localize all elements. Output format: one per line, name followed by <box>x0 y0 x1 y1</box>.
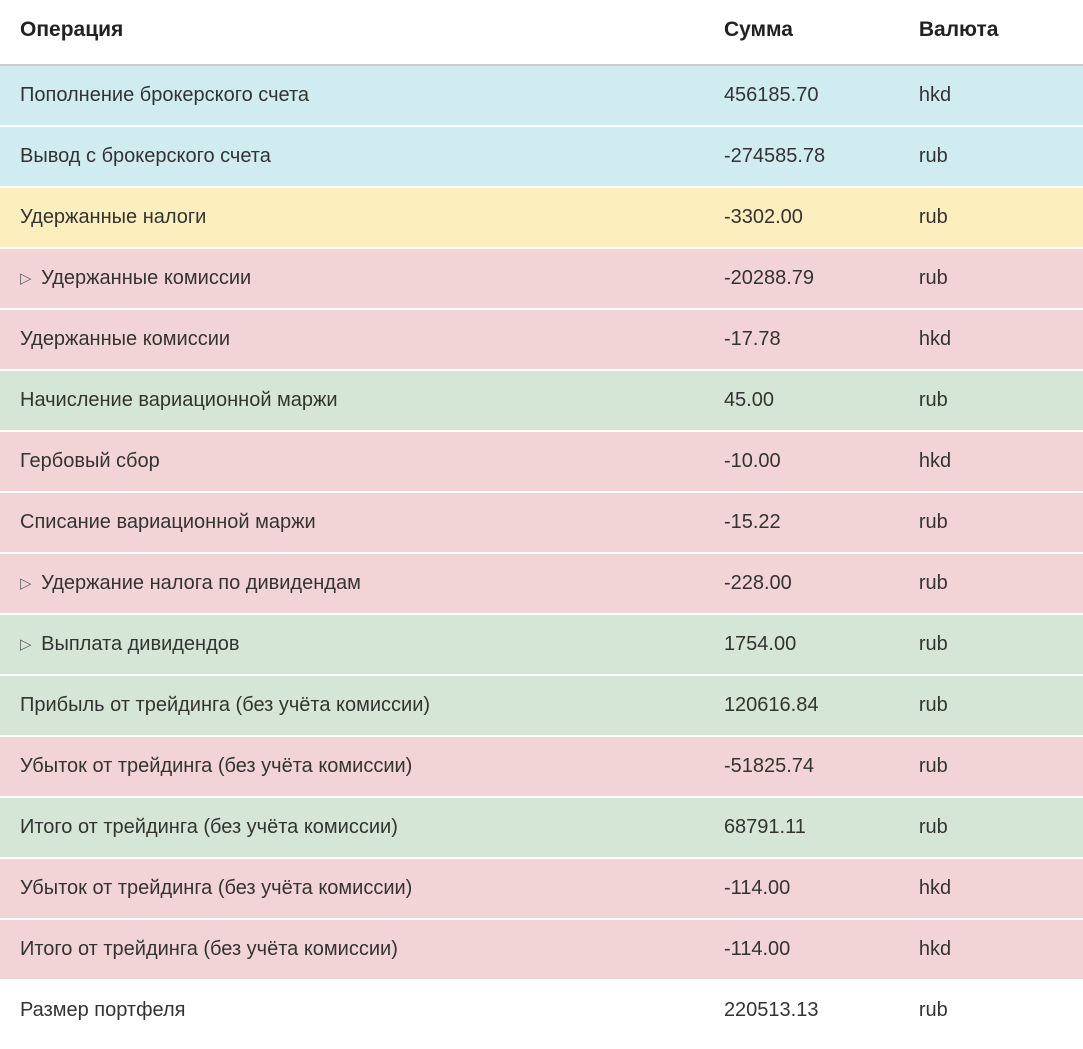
cell-operation: Удержанные налоги <box>0 187 704 248</box>
cell-currency: rub <box>899 492 1083 553</box>
cell-amount: 456185.70 <box>704 65 899 126</box>
table-row: Удержанные налоги -3302.00rub <box>0 187 1083 248</box>
operation-label: Удержание налога по дивидендам <box>41 572 361 594</box>
cell-amount: -274585.78 <box>704 126 899 187</box>
cell-currency: rub <box>899 614 1083 675</box>
table-row[interactable]: ▷ Удержание налога по дивидендам-228.00r… <box>0 553 1083 614</box>
operation-label: Удержанные комиссии <box>20 328 230 350</box>
cell-currency: rub <box>899 980 1083 1041</box>
cell-amount: -51825.74 <box>704 736 899 797</box>
cell-currency: hkd <box>899 65 1083 126</box>
operation-label: Удержанные комиссии <box>41 267 251 289</box>
cell-operation: Прибыль от трейдинга (без учёта комиссии… <box>0 675 704 736</box>
operation-label: Прибыль от трейдинга (без учёта комиссии… <box>20 694 430 716</box>
expand-triangle-icon[interactable]: ▷ <box>20 635 32 653</box>
column-header-currency: Валюта <box>899 0 1083 65</box>
cell-operation: Начисление вариационной маржи <box>0 370 704 431</box>
cell-operation: Итого от трейдинга (без учёта комиссии) <box>0 919 704 980</box>
cell-amount: 45.00 <box>704 370 899 431</box>
cell-currency: rub <box>899 370 1083 431</box>
table-row: Убыток от трейдинга (без учёта комиссии)… <box>0 858 1083 919</box>
cell-amount: -114.00 <box>704 919 899 980</box>
cell-currency: rub <box>899 736 1083 797</box>
cell-operation: Гербовый сбор <box>0 431 704 492</box>
operation-label: Итого от трейдинга (без учёта комиссии) <box>20 938 398 960</box>
table-row[interactable]: ▷ Удержанные комиссии-20288.79rub <box>0 248 1083 309</box>
cell-currency: hkd <box>899 431 1083 492</box>
table-row: Гербовый сбор -10.00hkd <box>0 431 1083 492</box>
cell-operation: Вывод с брокерского счета <box>0 126 704 187</box>
cell-amount: 120616.84 <box>704 675 899 736</box>
cell-amount: 1754.00 <box>704 614 899 675</box>
cell-currency: rub <box>899 126 1083 187</box>
column-header-operation: Операция <box>0 0 704 65</box>
cell-currency: rub <box>899 248 1083 309</box>
table-row: Убыток от трейдинга (без учёта комиссии)… <box>0 736 1083 797</box>
operation-label: Убыток от трейдинга (без учёта комиссии) <box>20 755 412 777</box>
operation-label: Пополнение брокерского счета <box>20 84 309 106</box>
cell-currency: hkd <box>899 919 1083 980</box>
cell-operation: Убыток от трейдинга (без учёта комиссии) <box>0 858 704 919</box>
expand-triangle-icon[interactable]: ▷ <box>20 574 32 592</box>
cell-operation: Итого от трейдинга (без учёта комиссии) <box>0 797 704 858</box>
cell-operation: ▷ Выплата дивидендов <box>0 614 704 675</box>
cell-currency: hkd <box>899 309 1083 370</box>
operation-label: Вывод с брокерского счета <box>20 145 271 167</box>
cell-amount: -15.22 <box>704 492 899 553</box>
column-header-amount: Сумма <box>704 0 899 65</box>
table-row: Начисление вариационной маржи 45.00rub <box>0 370 1083 431</box>
operation-label: Итого от трейдинга (без учёта комиссии) <box>20 816 398 838</box>
operation-label: Начисление вариационной маржи <box>20 389 338 411</box>
cell-amount: -3302.00 <box>704 187 899 248</box>
cell-amount: -228.00 <box>704 553 899 614</box>
cell-operation: Убыток от трейдинга (без учёта комиссии) <box>0 736 704 797</box>
table-row: Пополнение брокерского счета 456185.70hkd <box>0 65 1083 126</box>
cell-currency: rub <box>899 553 1083 614</box>
cell-amount: -17.78 <box>704 309 899 370</box>
table-row: Удержанные комиссии -17.78hkd <box>0 309 1083 370</box>
table-row: Размер портфеля 220513.13rub <box>0 980 1083 1041</box>
table-row: Итого от трейдинга (без учёта комиссии) -… <box>0 919 1083 980</box>
operations-table: Операция Сумма Валюта Пополнение брокерс… <box>0 0 1083 1042</box>
table-row[interactable]: ▷ Выплата дивидендов1754.00rub <box>0 614 1083 675</box>
cell-operation: ▷ Удержанные комиссии <box>0 248 704 309</box>
cell-amount: -114.00 <box>704 858 899 919</box>
cell-currency: rub <box>899 797 1083 858</box>
cell-currency: hkd <box>899 858 1083 919</box>
table-header-row: Операция Сумма Валюта <box>0 0 1083 65</box>
cell-amount: 68791.11 <box>704 797 899 858</box>
table-row: Вывод с брокерского счета -274585.78rub <box>0 126 1083 187</box>
operation-label: Выплата дивидендов <box>41 633 239 655</box>
cell-operation: Размер портфеля <box>0 980 704 1041</box>
operation-label: Убыток от трейдинга (без учёта комиссии) <box>20 877 412 899</box>
cell-operation: Списание вариационной маржи <box>0 492 704 553</box>
cell-operation: Пополнение брокерского счета <box>0 65 704 126</box>
table-row: Прибыль от трейдинга (без учёта комиссии… <box>0 675 1083 736</box>
operation-label: Удержанные налоги <box>20 206 206 228</box>
cell-currency: rub <box>899 675 1083 736</box>
operation-label: Гербовый сбор <box>20 450 160 472</box>
cell-operation: Удержанные комиссии <box>0 309 704 370</box>
expand-triangle-icon[interactable]: ▷ <box>20 269 32 287</box>
cell-operation: ▷ Удержание налога по дивидендам <box>0 553 704 614</box>
operation-label: Размер портфеля <box>20 999 186 1021</box>
cell-amount: 220513.13 <box>704 980 899 1041</box>
table-body: Пополнение брокерского счета456185.70hkd… <box>0 65 1083 1041</box>
cell-amount: -20288.79 <box>704 248 899 309</box>
operation-label: Списание вариационной маржи <box>20 511 316 533</box>
cell-currency: rub <box>899 187 1083 248</box>
cell-amount: -10.00 <box>704 431 899 492</box>
table-row: Списание вариационной маржи -15.22rub <box>0 492 1083 553</box>
table-row: Итого от трейдинга (без учёта комиссии) 6… <box>0 797 1083 858</box>
